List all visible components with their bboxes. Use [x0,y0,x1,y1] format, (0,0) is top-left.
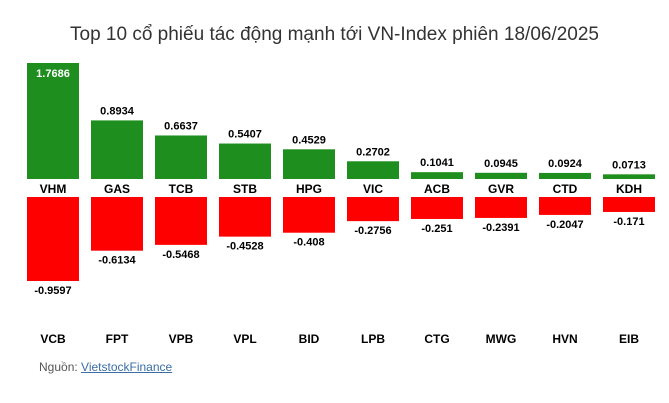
negative-bar [219,197,271,237]
negative-category-label: EIB [619,332,639,346]
negative-bar-value-label: -0.2047 [546,219,583,231]
negative-category-label: HVN [552,332,577,346]
negative-bar-value-label: -0.9597 [34,285,71,297]
negative-bar [475,197,527,218]
positive-category-label: STB [233,182,257,196]
positive-category-label: KDH [616,182,642,196]
source-link[interactable]: VietstockFinance [81,360,173,374]
positive-bar [155,135,207,179]
negative-bar [411,197,463,219]
positive-category-label: GVR [488,182,514,196]
negative-bar-value-label: -0.2391 [482,222,519,234]
positive-category-label: CTD [553,182,578,196]
negative-bar [347,197,399,222]
negative-bar [603,197,655,212]
positive-category-label: TCB [169,182,194,196]
positive-category-label: VIC [363,182,383,196]
source-prefix: Nguồn: [39,360,82,374]
positive-bar [91,120,143,179]
positive-bar-value-label: 0.4529 [292,134,326,146]
negative-bar-value-label: -0.2756 [354,225,391,237]
positive-bar [539,172,591,179]
positive-bar [347,161,399,179]
negative-bar [539,197,591,215]
positive-bar-value-label: 1.7686 [36,68,70,80]
negative-category-label: FPT [106,332,129,346]
positive-bar-value-label: 0.8934 [100,105,135,117]
positive-bar-value-label: 0.0713 [612,159,646,171]
positive-bar-value-label: 0.1041 [420,157,454,169]
positive-category-label: ACB [424,182,450,196]
negative-category-label: VCB [40,332,66,346]
positive-bar-value-label: 0.5407 [228,129,262,141]
positive-bar-value-label: 0.6637 [164,120,198,132]
positive-bar-value-label: 0.2702 [356,146,390,158]
positive-category-label: VHM [40,182,67,196]
negative-bar-value-label: -0.6134 [98,255,136,267]
positive-bar-value-label: 0.0945 [484,158,518,170]
negative-category-label: VPB [169,332,194,346]
negative-category-label: CTG [424,332,449,346]
positive-bar [27,63,79,179]
negative-bar [27,197,79,281]
negative-category-label: MWG [486,332,517,346]
negative-bar-value-label: -0.5468 [162,249,199,261]
negative-category-label: LPB [361,332,385,346]
negative-bar-value-label: -0.4528 [226,241,263,253]
negative-category-label: VPL [233,332,256,346]
negative-bar [283,197,335,233]
positive-category-label: GAS [104,182,130,196]
chart-title: Top 10 cổ phiếu tác động mạnh tới VN-Ind… [70,24,599,45]
source-line: Nguồn: VietstockFinance [39,360,172,374]
negative-bar-value-label: -0.251 [421,223,452,235]
positive-bar [283,149,335,179]
positive-bar [219,143,271,179]
negative-bar-value-label: -0.408 [293,237,324,249]
negative-bar-value-label: -0.171 [613,216,644,228]
positive-bar-value-label: 0.0924 [548,158,583,170]
positive-bar [411,172,463,179]
positive-bar [603,174,655,179]
positive-category-label: HPG [296,182,322,196]
negative-bar [91,197,143,251]
negative-bar [155,197,207,245]
positive-bar [475,172,527,179]
negative-category-label: BID [299,332,320,346]
